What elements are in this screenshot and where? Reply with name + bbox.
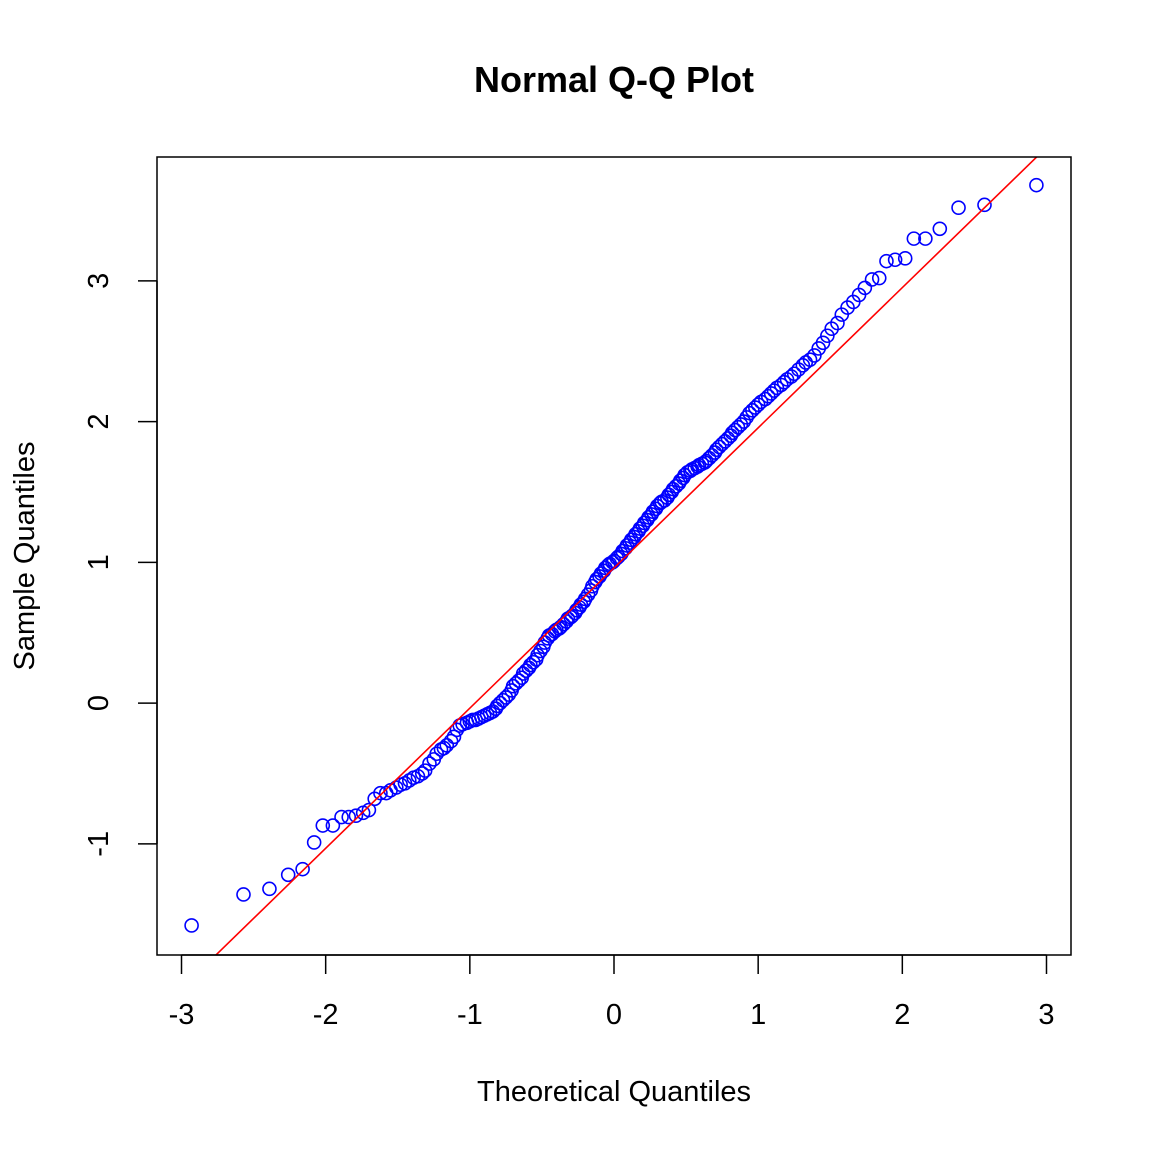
data-point [932, 221, 948, 237]
data-point [389, 780, 404, 795]
data-point [815, 335, 831, 351]
data-point [951, 200, 966, 215]
x-tick-label: -1 [457, 999, 483, 1031]
data-point [446, 729, 462, 745]
y-tick-label: 2 [83, 414, 115, 430]
data-point [236, 887, 251, 902]
data-point [325, 818, 341, 833]
x-tick-label: -2 [313, 999, 339, 1031]
data-point [262, 881, 277, 897]
data-point [334, 809, 349, 825]
x-axis: -3 -2 -1 0 1 2 3 [169, 954, 1055, 1031]
data-point [580, 587, 596, 603]
y-tick-label: -1 [83, 831, 115, 857]
data-point [295, 861, 310, 877]
data-point [820, 328, 835, 344]
y-tick-label: 0 [83, 695, 115, 711]
data-point [871, 270, 887, 286]
chart-title: Normal Q-Q Plot [474, 59, 754, 100]
data-point [184, 918, 199, 933]
data-point [348, 808, 364, 823]
reference-line [214, 157, 1038, 955]
data-point [830, 315, 845, 331]
data-point [280, 867, 296, 883]
data-point [864, 272, 880, 287]
data-point [897, 251, 913, 266]
data-point [977, 197, 992, 213]
x-tick-label: 0 [606, 999, 622, 1031]
y-axis: -1 0 1 2 3 [83, 273, 158, 857]
data-point [906, 231, 922, 246]
y-tick-label: 1 [83, 554, 115, 570]
x-tick-label: 1 [750, 999, 766, 1031]
data-point [786, 366, 802, 382]
data-point [417, 763, 433, 778]
data-point [501, 687, 517, 702]
data-point [341, 809, 357, 825]
data-point [306, 835, 322, 850]
data-point [511, 673, 527, 688]
data-point [315, 818, 331, 833]
data-point [439, 737, 455, 753]
data-point [533, 643, 548, 659]
data-point [361, 802, 377, 818]
reference-line-layer [214, 157, 1038, 955]
x-tick-label: 2 [894, 999, 910, 1031]
x-tick-label: -3 [169, 999, 195, 1031]
data-point [879, 253, 894, 269]
data-point [422, 756, 437, 771]
data-point [807, 348, 822, 363]
data-point [918, 231, 933, 246]
data-point [414, 766, 430, 781]
data-point [887, 252, 903, 268]
data-point [802, 352, 818, 367]
data-point [401, 773, 417, 788]
x-tick-label: 3 [1038, 999, 1054, 1031]
data-point [585, 578, 600, 594]
data-point [525, 654, 541, 670]
data-point [1029, 177, 1044, 193]
y-tick-label: 3 [83, 273, 115, 289]
data-point [857, 280, 873, 296]
data-point [443, 733, 459, 749]
data-points [184, 177, 1044, 933]
data-point [798, 355, 814, 370]
y-axis-label: Sample Quantiles [9, 442, 41, 671]
data-point [373, 785, 388, 801]
x-axis-label: Theoretical Quantiles [477, 1076, 751, 1108]
